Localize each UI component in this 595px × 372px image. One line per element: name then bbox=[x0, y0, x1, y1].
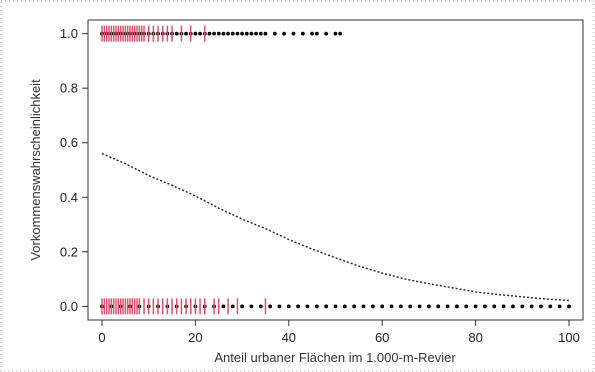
y-axis: 0.0 0.2 0.4 0.6 0.8 1.0 bbox=[60, 26, 88, 314]
observation-point bbox=[198, 31, 202, 36]
observation-point bbox=[342, 304, 347, 309]
observation-point bbox=[483, 304, 487, 309]
observation-point bbox=[249, 31, 254, 36]
observation-point bbox=[305, 304, 310, 309]
observation-point bbox=[352, 304, 357, 309]
y-axis-title: Vorkommenswahrscheinlichkeit bbox=[28, 79, 43, 261]
observation-point bbox=[408, 304, 413, 309]
y-tick-label: 0.0 bbox=[60, 299, 78, 314]
y-tick-label: 0.6 bbox=[60, 135, 78, 150]
observation-point bbox=[207, 31, 212, 36]
observation-point bbox=[557, 304, 562, 309]
observation-point bbox=[212, 31, 216, 36]
observation-point bbox=[464, 304, 469, 309]
observation-point bbox=[272, 31, 277, 36]
observation-point bbox=[380, 304, 385, 309]
y-tick-label: 0.2 bbox=[60, 244, 78, 259]
observation-point bbox=[511, 304, 515, 309]
observation-point bbox=[184, 31, 188, 36]
observation-point bbox=[230, 304, 235, 309]
y-tick-label: 1.0 bbox=[60, 26, 78, 41]
x-tick-label: 60 bbox=[375, 330, 389, 345]
observation-point bbox=[240, 31, 245, 36]
observation-point bbox=[417, 304, 422, 309]
observation-point bbox=[277, 304, 282, 309]
x-axis: 0 20 40 60 80 100 bbox=[98, 320, 580, 345]
observation-point bbox=[445, 304, 450, 309]
observation-point bbox=[263, 31, 268, 36]
observation-point bbox=[455, 304, 459, 309]
plot-area bbox=[87, 19, 584, 321]
observation-point bbox=[282, 31, 287, 36]
observation-point bbox=[436, 304, 441, 309]
observation-point bbox=[244, 31, 249, 36]
y-tick-label: 0.4 bbox=[60, 190, 78, 205]
observation-point bbox=[258, 304, 263, 309]
observation-point bbox=[268, 304, 273, 309]
observation-point bbox=[310, 31, 315, 36]
observation-point bbox=[333, 304, 338, 309]
rug-marks bbox=[101, 298, 267, 315]
rug-marks bbox=[101, 25, 206, 42]
x-tick-label: 0 bbox=[98, 330, 105, 345]
observation-point bbox=[324, 31, 329, 36]
observation-point bbox=[254, 31, 259, 36]
observation-point bbox=[249, 304, 254, 309]
observation-point bbox=[529, 304, 534, 309]
observation-point bbox=[300, 31, 305, 36]
observation-point bbox=[398, 304, 403, 309]
observation-point bbox=[314, 304, 319, 309]
observation-point bbox=[473, 304, 478, 309]
observation-point bbox=[539, 304, 543, 309]
observation-point bbox=[240, 304, 245, 309]
observation-point bbox=[193, 31, 198, 36]
observation-point bbox=[221, 31, 226, 36]
x-tick-label: 80 bbox=[468, 330, 482, 345]
observation-point bbox=[174, 31, 179, 36]
observation-point bbox=[426, 304, 431, 309]
observation-point bbox=[226, 31, 230, 36]
data-layer bbox=[100, 25, 571, 315]
x-axis-title: Anteil urbaner Flächen im 1.000-m-Revier bbox=[214, 350, 456, 365]
observation-point bbox=[296, 304, 301, 309]
observation-point bbox=[291, 31, 296, 36]
observation-point bbox=[221, 304, 226, 309]
x-tick-label: 40 bbox=[282, 330, 296, 345]
fitted-probability-curve bbox=[101, 152, 570, 302]
observation-point bbox=[520, 304, 525, 309]
observation-point bbox=[492, 304, 497, 309]
observation-point bbox=[324, 304, 329, 309]
observation-point bbox=[230, 31, 235, 36]
observation-point bbox=[333, 31, 338, 36]
observation-point bbox=[338, 31, 343, 36]
observation-point bbox=[314, 31, 319, 36]
x-tick-label: 100 bbox=[558, 330, 580, 345]
observation-point bbox=[501, 304, 506, 309]
observation-point bbox=[389, 304, 394, 309]
observation-point bbox=[258, 31, 263, 36]
observation-point bbox=[286, 304, 291, 309]
observation-point bbox=[548, 304, 553, 309]
x-tick-label: 20 bbox=[188, 330, 202, 345]
observation-points bbox=[100, 304, 571, 309]
y-tick-label: 0.8 bbox=[60, 81, 78, 96]
observation-point bbox=[370, 304, 375, 309]
observation-point bbox=[216, 31, 221, 36]
observation-point bbox=[361, 304, 366, 309]
observation-point bbox=[235, 31, 240, 36]
observation-point bbox=[567, 304, 571, 309]
